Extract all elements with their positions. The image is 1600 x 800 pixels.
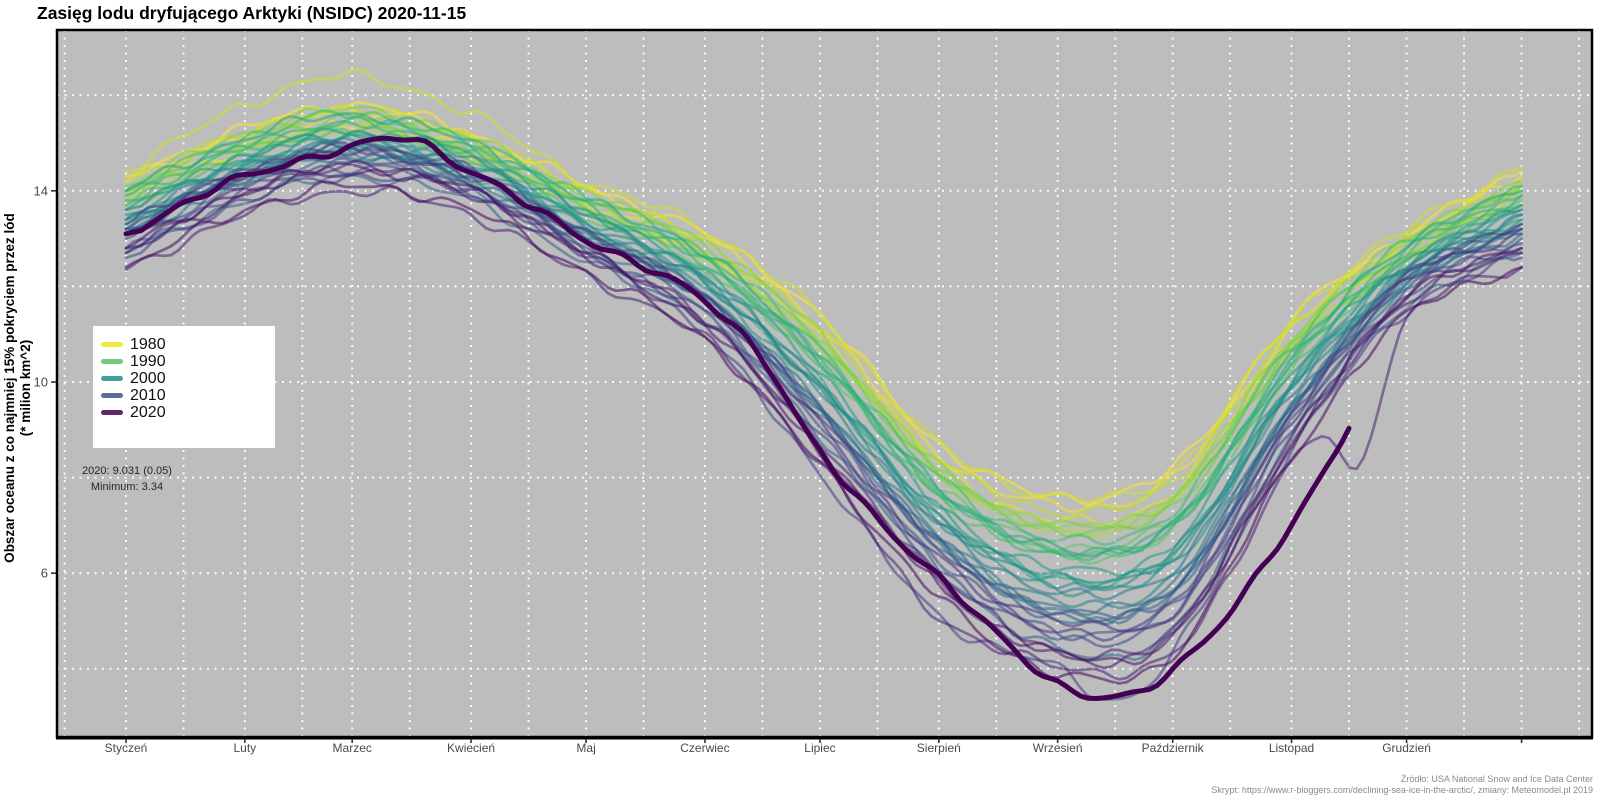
x-tick-label-11: Listopad xyxy=(1268,741,1315,755)
legend-label-1980: 1980 xyxy=(130,336,166,353)
x-tick-label-2: Luty xyxy=(233,741,257,755)
legend-entry-2000: 2000 xyxy=(101,370,275,387)
legend-label-2010: 2010 xyxy=(130,387,166,404)
series-line-2011 xyxy=(124,163,1523,649)
x-tick-label-8: Sierpień xyxy=(916,741,961,755)
x-tick-label-7: Lipiec xyxy=(804,741,836,755)
series-line-2001 xyxy=(124,129,1523,590)
series-line-2014 xyxy=(124,145,1523,643)
footer-source: Źródło: USA National Snow and Ice Data C… xyxy=(1400,774,1593,784)
x-tick-label-3: Marzec xyxy=(332,741,372,755)
annotation-current-value: 2020: 9.031 (0.05) xyxy=(82,465,172,477)
annotation: 2020: 9.031 (0.05) Minimum: 3.34 xyxy=(52,463,202,495)
legend-label-2000: 2000 xyxy=(130,370,166,387)
x-tick-label-9: Wrzesień xyxy=(1032,741,1083,755)
axis-ticks xyxy=(51,190,1523,743)
series-line-2020 xyxy=(123,135,1352,701)
series-lines xyxy=(123,67,1523,701)
footer: Źródło: USA National Snow and Ice Data C… xyxy=(1211,774,1593,796)
x-tick-label-12: Grudzień xyxy=(1382,741,1431,755)
series-line-1997 xyxy=(124,127,1523,578)
series-line-1985 xyxy=(124,121,1523,539)
legend-rows: 1980 1990 2000 2010 2020 xyxy=(101,336,275,421)
series-line-2007 xyxy=(124,173,1523,662)
x-tick-label-10: Październik xyxy=(1141,741,1204,755)
series-line-1994 xyxy=(124,118,1523,558)
x-tick-label-4: Kwiecień xyxy=(447,741,496,755)
x-tick-label-6: Czerwiec xyxy=(680,741,730,755)
annotation-minimum: Minimum: 3.34 xyxy=(90,481,164,493)
series-line-1983 xyxy=(124,103,1523,519)
legend-swatch-2000 xyxy=(101,376,123,381)
legend-entry-2020: 2020 xyxy=(101,404,275,421)
legend-entry-1980: 1980 xyxy=(101,336,275,353)
y-tick-label-10: 10 xyxy=(33,374,48,390)
series-line-1996 xyxy=(124,111,1523,558)
series-line-2019 xyxy=(124,180,1523,685)
footer-script: Skrypt: https://www.r-bloggers.com/decli… xyxy=(1211,785,1593,795)
legend-swatch-1990 xyxy=(101,359,123,364)
legend: 1980 1990 2000 2010 2020 xyxy=(93,326,275,448)
series-line-2010 xyxy=(124,156,1523,642)
legend-swatch-2020 xyxy=(101,410,123,415)
series-line-1993 xyxy=(124,115,1523,562)
y-tick-label-6: 6 xyxy=(40,565,48,581)
legend-label-1990: 1990 xyxy=(130,353,166,370)
chart-title: Zasięg lodu dryfującego Arktyki (NSIDC) … xyxy=(37,3,467,23)
legend-swatch-2010 xyxy=(101,393,123,398)
x-tick-label-1: Styczeń xyxy=(104,741,148,755)
legend-swatch-1980 xyxy=(101,342,123,347)
series-line-2015 xyxy=(124,159,1523,663)
legend-entry-1990: 1990 xyxy=(101,353,275,370)
legend-label-2020: 2020 xyxy=(130,404,166,421)
x-tick-label-5: Maj xyxy=(576,741,596,755)
legend-entry-2010: 2010 xyxy=(101,387,275,404)
y-tick-label-14: 14 xyxy=(33,183,48,199)
series-line-1986 xyxy=(124,109,1523,532)
